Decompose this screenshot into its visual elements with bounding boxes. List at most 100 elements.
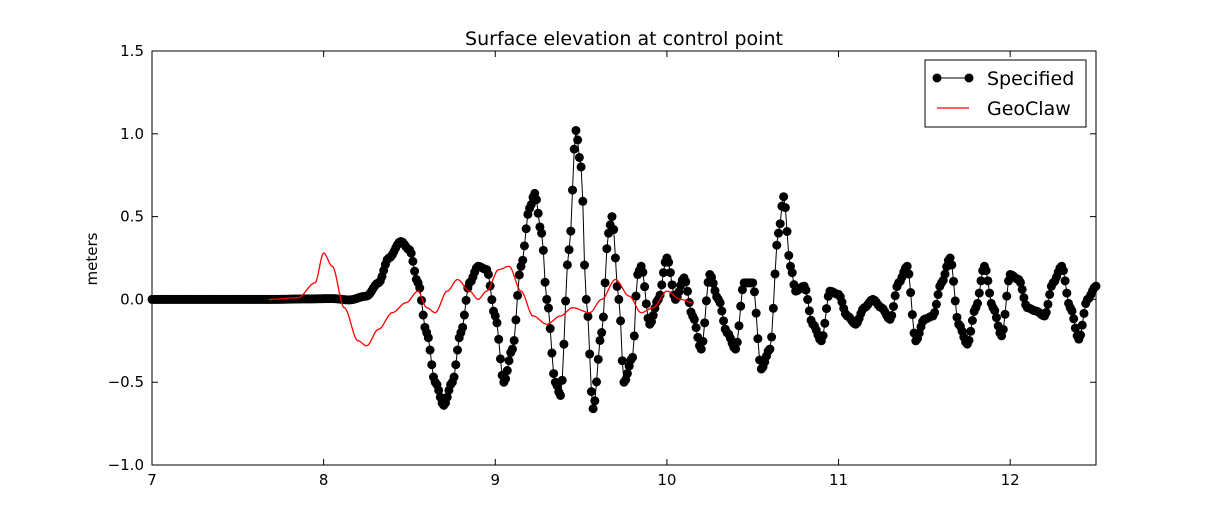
- data-point: [578, 196, 588, 206]
- data-point: [513, 290, 523, 300]
- data-point: [616, 316, 626, 326]
- data-point: [664, 257, 674, 267]
- data-point: [1062, 288, 1072, 298]
- legend-box: [924, 59, 1087, 128]
- data-point: [518, 255, 528, 265]
- data-point: [787, 268, 797, 278]
- data-point: [683, 286, 693, 296]
- data-point: [818, 331, 828, 341]
- data-point: [1002, 291, 1012, 301]
- data-point: [590, 396, 600, 406]
- data-point: [581, 294, 591, 304]
- data-point: [931, 299, 941, 309]
- data-point: [607, 212, 617, 222]
- data-point: [689, 314, 699, 324]
- data-point: [1079, 308, 1089, 318]
- data-point: [902, 261, 912, 271]
- data-point: [442, 392, 452, 402]
- x-tick-label: 7: [147, 471, 157, 489]
- data-point: [974, 288, 984, 298]
- data-point: [967, 316, 977, 325]
- series-geoclaw: [268, 252, 693, 347]
- data-point: [588, 404, 598, 414]
- data-point: [540, 277, 550, 287]
- data-point: [494, 334, 504, 344]
- data-point: [952, 312, 962, 322]
- data-point: [533, 208, 543, 218]
- data-point: [559, 339, 569, 349]
- data-point: [585, 349, 595, 359]
- data-point: [617, 356, 627, 366]
- data-point: [940, 269, 950, 279]
- data-point: [780, 203, 790, 213]
- data-point: [537, 228, 547, 238]
- y-tick-label: −0.5: [108, 373, 144, 391]
- data-point: [768, 303, 778, 313]
- data-point: [691, 323, 701, 333]
- data-point: [434, 385, 444, 395]
- data-point: [983, 276, 993, 286]
- series-specified: [147, 125, 1101, 414]
- data-point: [719, 316, 729, 326]
- data-point: [888, 301, 898, 311]
- y-tick-label: −1.0: [108, 456, 144, 474]
- data-point: [598, 312, 608, 322]
- data-point: [538, 245, 548, 255]
- data-point: [655, 290, 665, 300]
- data-point: [568, 185, 578, 195]
- data-point: [737, 285, 747, 295]
- data-point: [614, 294, 624, 304]
- data-point: [731, 344, 741, 354]
- y-tick-label: 0.0: [120, 290, 144, 308]
- data-point: [681, 277, 691, 287]
- data-point: [519, 241, 529, 251]
- data-point: [665, 268, 675, 278]
- data-point: [748, 278, 758, 288]
- data-point: [592, 377, 602, 387]
- data-point: [985, 288, 995, 298]
- chart-title: Surface elevation at control point: [465, 28, 783, 50]
- data-point: [1058, 266, 1068, 276]
- data-point: [822, 304, 832, 314]
- data-point: [418, 310, 428, 320]
- data-point: [573, 135, 583, 145]
- x-tick-label: 12: [1001, 471, 1020, 489]
- data-point: [772, 240, 782, 250]
- data-point: [495, 354, 505, 364]
- data-point: [507, 344, 517, 354]
- data-point: [415, 283, 425, 293]
- data-point: [801, 285, 811, 295]
- y-tick-label: 0.5: [120, 208, 144, 226]
- data-point: [907, 310, 917, 320]
- data-point: [583, 311, 593, 321]
- data-point: [423, 333, 433, 343]
- data-point: [657, 280, 667, 290]
- legend-label: Specified: [987, 68, 1074, 90]
- data-point: [545, 324, 555, 334]
- legend-marker: [932, 73, 942, 83]
- data-point: [521, 224, 531, 234]
- data-point: [1091, 281, 1101, 291]
- data-point: [1017, 284, 1027, 294]
- data-point: [973, 298, 983, 308]
- data-point: [406, 248, 416, 258]
- data-point: [906, 288, 916, 298]
- series-line: [152, 130, 1097, 409]
- data-point: [543, 303, 553, 313]
- data-point: [964, 335, 974, 345]
- data-point: [1015, 277, 1025, 287]
- data-point: [696, 344, 706, 354]
- data-point: [449, 372, 459, 382]
- data-point: [1019, 293, 1029, 303]
- data-point: [453, 345, 463, 355]
- data-point: [775, 219, 785, 229]
- data-point: [640, 282, 650, 292]
- data-point: [628, 352, 638, 362]
- data-point: [451, 360, 461, 370]
- data-point: [408, 256, 418, 266]
- data-point: [648, 311, 658, 320]
- data-point: [1043, 299, 1053, 309]
- data-point: [767, 332, 777, 342]
- data-point: [751, 308, 761, 318]
- data-point: [562, 260, 572, 270]
